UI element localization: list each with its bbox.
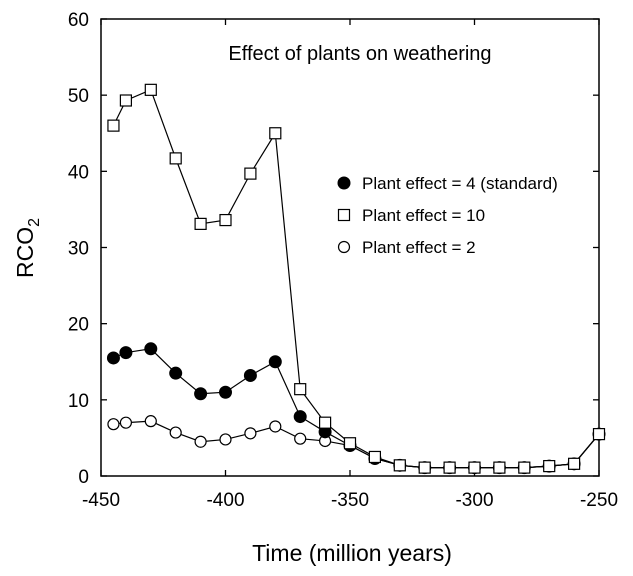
legend-marker xyxy=(337,240,351,254)
data-point xyxy=(244,167,257,180)
y-tick-label: 60 xyxy=(68,10,89,31)
x-tick-label: -300 xyxy=(455,490,493,511)
data-point xyxy=(393,459,406,472)
tick-labels: -450 -400 -350 -300 -250 0 10 20 30 40 50 60 xyxy=(68,10,618,511)
data-point xyxy=(244,427,257,440)
data-point xyxy=(219,213,232,227)
data-point xyxy=(219,433,232,446)
y-tick-label: 0 xyxy=(78,467,89,488)
data-point xyxy=(567,457,581,470)
data-point xyxy=(468,461,481,474)
data-point xyxy=(107,119,120,132)
data-point xyxy=(293,410,307,424)
data-point xyxy=(493,461,506,474)
x-tick-label: -250 xyxy=(580,490,618,511)
legend-item-plant-effect-2: Plant effect = 2 xyxy=(337,238,476,257)
x-axis-title: Time (million years) xyxy=(252,540,452,566)
data-point xyxy=(144,342,158,356)
y-axis-title-subscript: 2 xyxy=(26,218,43,227)
svg-text:RCO2: RCO2 xyxy=(12,218,43,278)
data-point xyxy=(269,420,282,433)
x-tick-label: -450 xyxy=(82,490,120,511)
data-point xyxy=(343,437,357,450)
y-tick-label: 30 xyxy=(68,239,89,260)
legend-label: Plant effect = 10 xyxy=(362,206,485,225)
x-tick-label: -350 xyxy=(331,490,369,511)
data-point xyxy=(144,415,157,428)
legend: Plant effect = 4 (standard) Plant effect … xyxy=(337,174,558,257)
legend-marker xyxy=(337,208,351,222)
data-point xyxy=(269,127,282,140)
series-line xyxy=(113,348,600,469)
data-point xyxy=(418,461,431,474)
data-point xyxy=(107,418,120,431)
data-point xyxy=(169,426,182,439)
data-point xyxy=(194,435,207,448)
data-point xyxy=(518,461,531,474)
legend-label: Plant effect = 4 (standard) xyxy=(362,174,558,193)
data-point xyxy=(294,383,307,396)
y-tick-label: 20 xyxy=(68,315,89,336)
data-point xyxy=(169,152,182,165)
data-point xyxy=(119,346,133,360)
data-point xyxy=(119,416,133,429)
y-tick-label: 10 xyxy=(68,391,89,412)
data-point xyxy=(119,94,133,107)
x-tick-label: -400 xyxy=(206,490,244,511)
legend-item-plant-effect-4-standard: Plant effect = 4 (standard) xyxy=(337,174,558,193)
data-point xyxy=(368,450,381,464)
data-point xyxy=(243,368,257,382)
series-layer xyxy=(106,83,606,475)
y-axis-title: RCO2 xyxy=(12,218,43,278)
data-point xyxy=(169,366,183,380)
data-point xyxy=(592,428,606,441)
y-axis-title-main: RCO xyxy=(12,227,38,278)
data-point xyxy=(194,217,207,230)
series-plant-effect-4-standard xyxy=(106,342,606,475)
data-point xyxy=(294,432,307,445)
data-point xyxy=(219,385,232,399)
data-point xyxy=(319,416,332,429)
data-point xyxy=(268,355,282,369)
ticks xyxy=(100,18,600,477)
legend-marker xyxy=(337,176,351,190)
data-point xyxy=(106,351,120,365)
data-point xyxy=(144,83,157,96)
y-tick-label: 50 xyxy=(68,86,89,107)
legend-label: Plant effect = 2 xyxy=(362,238,476,257)
series-plant-effect-10 xyxy=(107,83,606,474)
data-point xyxy=(543,459,556,473)
data-point xyxy=(194,387,208,401)
legend-item-plant-effect-10: Plant effect = 10 xyxy=(337,206,485,225)
y-tick-label: 40 xyxy=(68,162,89,183)
chart-title: Effect of plants on weathering xyxy=(228,43,491,65)
series-line xyxy=(112,89,600,469)
data-point xyxy=(443,461,456,474)
